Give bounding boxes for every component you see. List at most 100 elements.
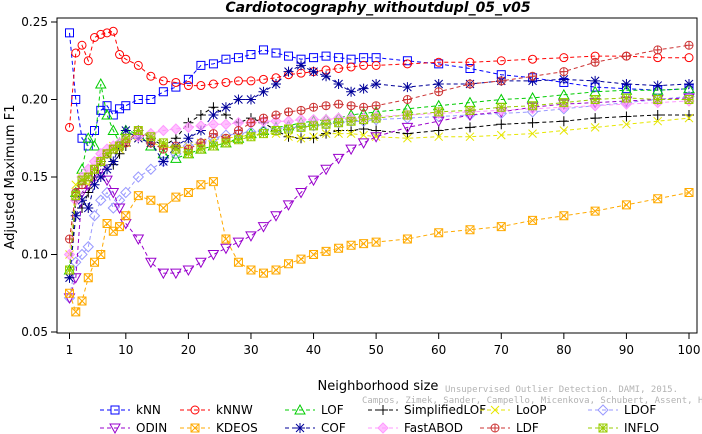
point-inflo: [284, 124, 294, 134]
point-inflo: [321, 119, 331, 129]
point-cof: [245, 94, 256, 105]
point-inflo: [115, 141, 125, 151]
point-inflo: [528, 101, 538, 111]
x-tick-label: 50: [368, 343, 383, 357]
point-ldof: [101, 186, 113, 199]
x-tick-label: 90: [619, 343, 634, 357]
point-ldf: [559, 67, 569, 77]
point-loop: [403, 133, 412, 143]
point-inflo: [171, 144, 181, 154]
legend-item-knnw: kNNW: [180, 403, 253, 417]
point-odin: [345, 144, 357, 156]
point-cof: [64, 272, 75, 283]
point-inflo: [108, 144, 118, 154]
point-ldof: [95, 194, 107, 206]
legend-item-inflo: INFLO: [588, 421, 659, 434]
legend-marker-kdeos: [190, 423, 200, 433]
point-inflo: [402, 110, 412, 120]
point-knnw: [146, 71, 156, 81]
point-ldf: [590, 57, 600, 67]
legend-label-lof: LOF: [321, 403, 344, 417]
point-inflo: [208, 141, 218, 151]
y-tick-label: 0.10: [21, 248, 48, 262]
point-odin: [195, 257, 207, 269]
point-kdeos: [246, 265, 256, 275]
point-cof: [258, 86, 269, 97]
point-kdeos: [359, 239, 369, 249]
point-kdeos: [284, 259, 294, 269]
point-ldf: [465, 79, 475, 89]
x-tick-label: 10: [118, 343, 133, 357]
legend-item-kdeos: KDEOS: [180, 421, 258, 434]
point-inflo: [121, 133, 131, 143]
point-knnw: [96, 29, 106, 39]
series-line-knnw: [69, 30, 689, 128]
point-loop: [359, 130, 368, 140]
point-inflo: [221, 138, 231, 148]
legend-item-knn: kNN: [100, 403, 161, 417]
point-lof: [94, 77, 107, 89]
point-simplifiedlof: [527, 117, 538, 128]
point-loop: [434, 132, 444, 142]
point-knnw: [133, 60, 143, 70]
point-kdeos: [77, 296, 87, 306]
point-knn: [465, 64, 475, 73]
legend-marker-cof: [295, 423, 305, 433]
point-inflo: [83, 172, 93, 182]
point-inflo: [653, 95, 663, 104]
series-kdeos: [65, 177, 694, 317]
point-knnw: [158, 76, 168, 86]
watermark-line2: Campos, Zimek, Sander, Campello, Micenko…: [362, 396, 702, 406]
series-line-ldof: [69, 95, 690, 298]
point-cof: [108, 156, 119, 167]
point-odin: [245, 231, 257, 242]
point-inflo: [296, 122, 306, 132]
point-simplifiedlof: [464, 122, 475, 133]
point-loop: [653, 116, 663, 126]
point-odin: [182, 265, 195, 277]
point-cof: [77, 195, 88, 206]
point-knn: [208, 59, 218, 69]
point-simplifiedlof: [358, 123, 369, 134]
point-ldof: [145, 163, 157, 175]
point-loop: [622, 119, 631, 129]
point-ldof: [120, 186, 132, 199]
point-ldf: [258, 113, 268, 123]
point-knnw: [183, 81, 193, 91]
point-cof: [621, 79, 632, 89]
legend-item-fastabod: FastABOD: [368, 421, 463, 434]
point-odin: [257, 222, 270, 233]
point-knn: [71, 95, 81, 104]
point-odin: [170, 268, 182, 280]
point-knnw: [346, 62, 356, 72]
point-kdeos: [528, 215, 538, 225]
point-odin: [295, 188, 307, 199]
point-cof: [333, 79, 344, 89]
point-simplifiedlof: [590, 113, 601, 124]
point-knn: [146, 95, 156, 104]
x-tick-label: 1: [66, 343, 74, 357]
series-line-lof: [69, 83, 690, 271]
point-knn: [115, 104, 125, 114]
point-inflo: [96, 157, 106, 166]
point-knnw: [246, 76, 256, 86]
point-knnw: [221, 77, 231, 87]
point-knnw: [402, 59, 412, 69]
point-kdeos: [183, 188, 193, 197]
point-inflo: [346, 116, 356, 126]
point-knnw: [121, 54, 131, 64]
legend-label-knnw: kNNW: [216, 403, 253, 417]
legend-label-odin: ODIN: [136, 421, 167, 434]
point-knn: [284, 51, 294, 61]
point-fastabod: [170, 123, 182, 135]
series-line-cof: [69, 64, 690, 278]
point-kdeos: [102, 219, 112, 228]
legend: kNN kNNW LOF SimplifiedLOF LoOP LDOF ODIN KDEOS…: [100, 403, 659, 434]
point-knnw: [559, 53, 569, 63]
point-knnw: [102, 28, 112, 38]
point-kdeos: [465, 225, 475, 235]
point-ldf: [321, 101, 331, 111]
point-kdeos: [258, 268, 268, 278]
point-inflo: [183, 149, 193, 159]
point-knnw: [334, 64, 344, 73]
